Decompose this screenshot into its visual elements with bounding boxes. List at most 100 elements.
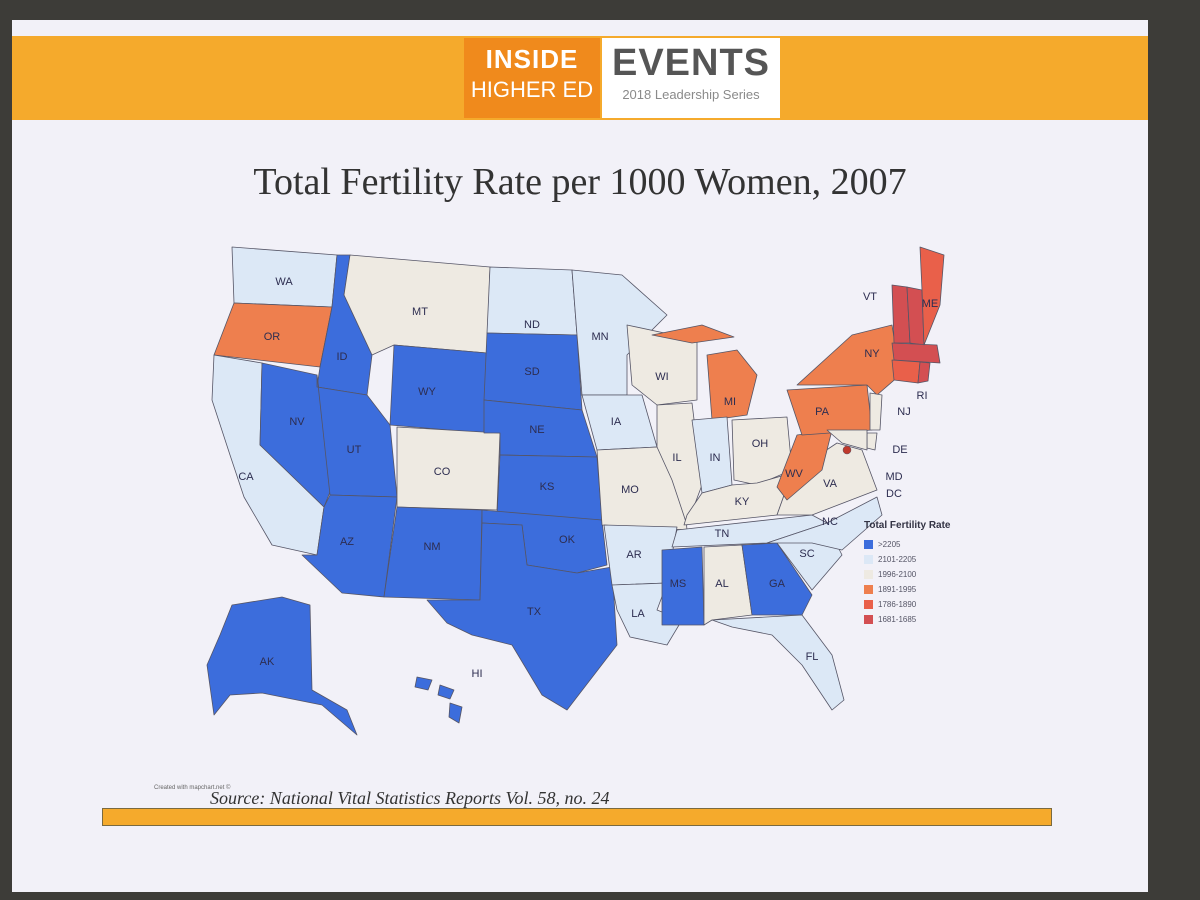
label-fl: FL [806,651,819,663]
label-oh: OH [752,438,769,450]
state-al [703,544,753,626]
label-dc: DC [886,488,902,500]
state-ct [891,359,921,384]
legend-item: 1786-1890 [864,597,974,612]
state-md [826,429,868,451]
label-la: LA [631,608,645,620]
state-mi [651,324,758,421]
label-mo: MO [621,484,639,496]
state-ut [316,374,398,498]
label-nm: NM [423,541,440,553]
state-fl [711,614,845,711]
legend-swatch [864,585,873,594]
source-citation: Source: National Vital Statistics Report… [210,788,610,808]
legend-label: 2101-2205 [878,555,917,564]
state-ky [683,472,793,526]
state-nv [259,362,333,508]
label-mn: MN [591,331,608,343]
legend-label: 1996-2100 [878,570,917,579]
label-mi: MI [724,396,736,408]
legend-label: 1891-1995 [878,585,917,594]
label-va: VA [823,478,838,490]
legend-label: >2205 [878,540,901,549]
footer-bar [102,808,1052,826]
dc-marker [842,445,852,455]
label-ri: RI [917,390,928,402]
legend-label: 1786-1890 [878,600,917,609]
label-id: ID [337,351,348,363]
label-ar: AR [626,549,641,561]
label-tx: TX [527,606,542,618]
state-nj [869,392,883,431]
legend-swatch [864,600,873,609]
label-wi: WI [655,371,668,383]
state-ma [891,342,941,364]
label-ok: OK [559,534,576,546]
label-nv: NV [289,416,305,428]
events-logo: EVENTS 2018 Leadership Series [602,38,780,118]
legend-item: 1891-1995 [864,582,974,597]
label-nc: NC [822,516,838,528]
legend-item: 1681-1685 [864,612,974,627]
slide: INSIDE HIGHER ED EVENTS 2018 Leadership … [12,20,1148,892]
state-ny [796,324,901,396]
state-nm [383,506,483,601]
us-map: WA OR CA ID NV MT WY UT AZ CO NM ND SD N… [172,225,952,765]
legend-item: 2101-2205 [864,552,974,567]
state-pa [786,384,873,436]
label-tn: TN [715,528,730,540]
state-me [919,246,945,346]
legend-item: 1996-2100 [864,567,974,582]
label-in: IN [710,452,721,464]
label-ks: KS [540,481,555,493]
series-label: 2018 Leadership Series [622,87,760,102]
label-vt: VT [863,291,877,303]
label-or: OR [264,331,281,343]
label-ms: MS [670,578,687,590]
label-nd: ND [524,319,540,331]
label-de: DE [892,444,907,456]
label-ak: AK [260,656,275,668]
label-nj: NJ [897,406,910,418]
state-oh [731,416,793,486]
label-ia: IA [611,416,622,428]
label-sc: SC [799,548,814,560]
state-ri [917,361,931,384]
label-md: MD [885,471,902,483]
label-ne: NE [529,424,544,436]
legend-label: 1681-1685 [878,615,917,624]
state-mn [571,269,668,396]
state-nh [906,286,925,346]
legend-swatch [864,570,873,579]
label-ca: CA [238,471,254,483]
label-wa: WA [275,276,293,288]
state-wy [389,344,488,434]
label-wv: WV [785,468,803,480]
state-hi [414,676,463,724]
slide-title: Total Fertility Rate per 1000 Women, 200… [253,161,907,203]
label-hi: HI [472,668,483,680]
logo-line1: INSIDE [485,44,579,74]
inside-higher-ed-logo: INSIDE HIGHER ED [464,38,600,118]
legend-swatch [864,615,873,624]
label-al: AL [715,578,728,590]
label-ky: KY [735,496,750,508]
us-map-svg: WA OR CA ID NV MT WY UT AZ CO NM ND SD N… [206,246,945,736]
events-label: EVENTS [611,42,771,84]
label-az: AZ [340,536,354,548]
label-mt: MT [412,306,428,318]
legend-item: >2205 [864,537,974,552]
logo-line2: HIGHER ED [470,77,594,102]
state-tx [426,522,618,711]
legend-swatch [864,555,873,564]
label-ut: UT [347,444,362,456]
state-de [866,432,878,451]
label-ny: NY [864,348,880,360]
state-wv [776,429,833,501]
label-ga: GA [769,578,786,590]
state-ak [206,596,358,736]
label-sd: SD [524,366,539,378]
state-mt [343,254,491,356]
label-co: CO [434,466,451,478]
label-pa: PA [815,406,830,418]
